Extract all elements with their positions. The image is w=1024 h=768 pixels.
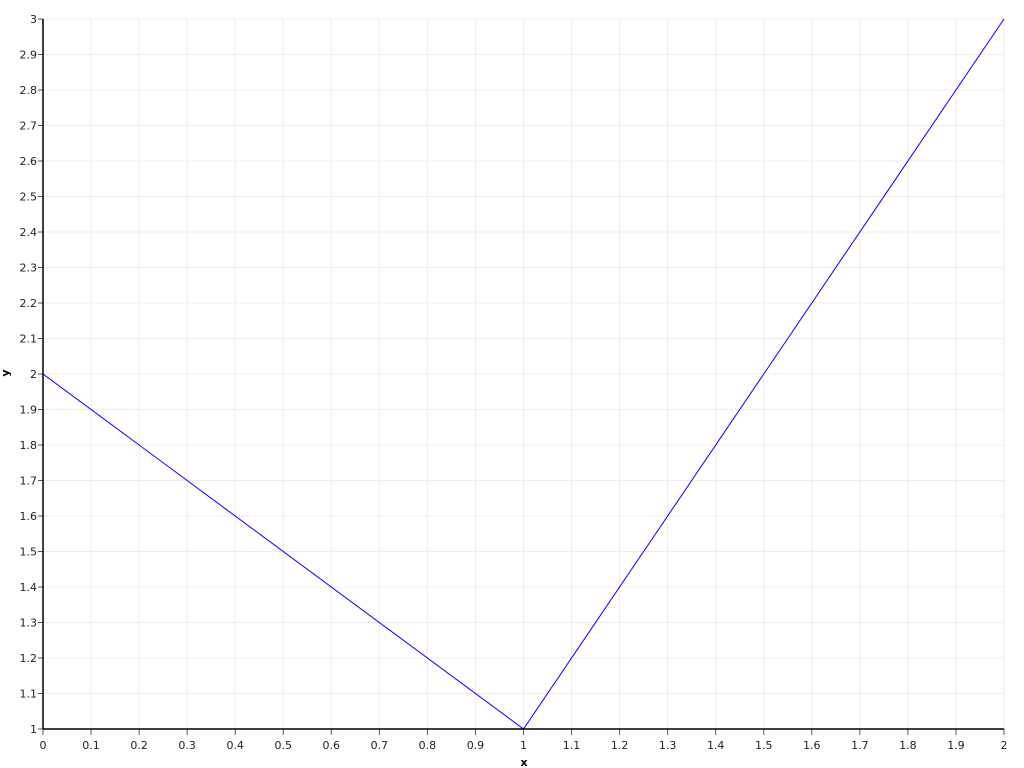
y-tick-label: 1.9	[20, 404, 38, 417]
x-tick-label: 0.5	[275, 739, 293, 752]
tick-labels: 0 0.1 0.2 0.3 0.4 0.5 0.6 0.7 0.8 0.9 1 1.1 1.2 1.3 1.…	[20, 13, 1008, 752]
y-tick-label: 1.5	[20, 546, 38, 559]
x-tick-label: 0.4	[226, 739, 244, 752]
y-tick-label: 2.2	[20, 297, 38, 310]
y-tick-label: 2.9	[20, 49, 38, 62]
y-tick-label: 1.4	[20, 581, 38, 594]
y-tick-label: 3	[30, 13, 37, 26]
axes	[38, 18, 1005, 735]
grid	[42, 18, 1005, 730]
x-tick-label: 0.6	[323, 739, 341, 752]
x-tick-label: 1.5	[755, 739, 773, 752]
y-tick-label: 2.6	[20, 155, 38, 168]
x-tick-label: 0.9	[467, 739, 485, 752]
x-tick-label: 1.7	[851, 739, 869, 752]
y-axis-title: y	[0, 369, 12, 376]
y-tick-label: 1.2	[20, 652, 38, 665]
y-tick-label: 1.1	[20, 688, 38, 701]
x-tick-label: 1.4	[707, 739, 725, 752]
y-tick-label: 2.7	[20, 120, 38, 133]
y-tick-label: 1.6	[20, 510, 38, 523]
y-tick-label: 2.3	[20, 262, 38, 275]
y-tick-label: 2.5	[20, 191, 38, 204]
x-tick-label: 2	[1001, 739, 1008, 752]
x-tick-label: 1.6	[803, 739, 821, 752]
x-tick-label: 1.9	[947, 739, 965, 752]
x-tick-label: 0.3	[178, 739, 196, 752]
x-tick-label: 1.3	[659, 739, 677, 752]
x-tick-label: 1.1	[563, 739, 581, 752]
x-tick-label: 0.7	[371, 739, 389, 752]
x-tick-label: 1.2	[611, 739, 629, 752]
x-tick-label: 0.1	[82, 739, 100, 752]
y-tick-label: 1.8	[20, 439, 38, 452]
x-tick-label: 1.8	[899, 739, 917, 752]
y-tick-label: 2	[30, 368, 37, 381]
y-tick-label: 2.4	[20, 226, 38, 239]
x-tick-label: 0.2	[130, 739, 148, 752]
y-tick-label: 1.7	[20, 475, 38, 488]
x-tick-label: 0	[40, 739, 47, 752]
y-tick-label: 1.3	[20, 617, 38, 630]
x-tick-label: 0.8	[419, 739, 437, 752]
y-tick-label: 2.1	[20, 333, 38, 346]
y-tick-label: 1	[30, 723, 37, 736]
x-tick-label: 1	[520, 739, 527, 752]
x-axis-title: x	[520, 756, 527, 768]
y-tick-label: 2.8	[20, 84, 38, 97]
